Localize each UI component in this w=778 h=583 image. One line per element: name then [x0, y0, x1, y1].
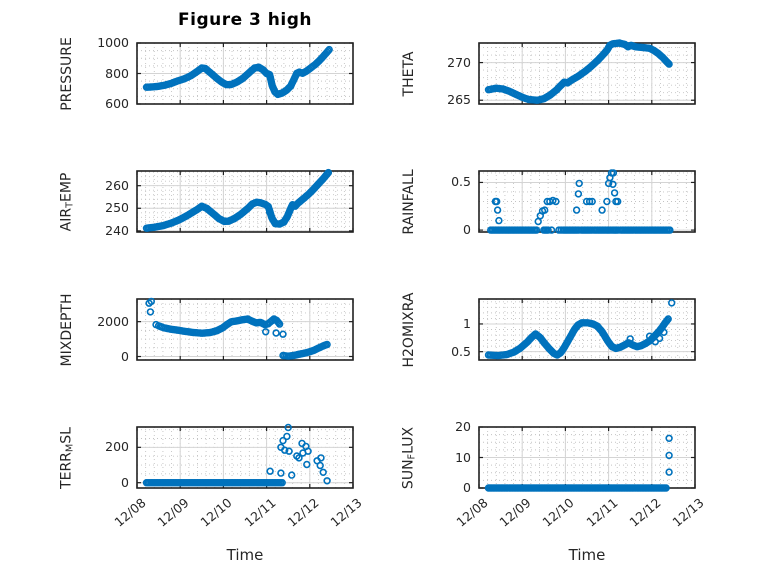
y-tick-label: 10 — [455, 449, 471, 465]
minor-grid — [136, 427, 354, 488]
y-tick-label: 2000 — [97, 313, 129, 329]
y-tick-label: 0 — [121, 348, 129, 364]
data-markers — [484, 39, 673, 104]
data-markers — [486, 169, 674, 234]
y-axis-label-pressure: PRESSURE — [59, 36, 75, 111]
y-tick-label: 240 — [105, 222, 129, 238]
plot-canvas-mixdepth — [136, 297, 354, 361]
subplot-air-temp: 240 250 260 AIRTEMP — [58, 168, 354, 238]
axes-frame — [136, 42, 354, 105]
plot-canvas-terr_msl — [136, 423, 354, 489]
axes-frame — [136, 426, 354, 489]
y-axis-label-theta: THETA — [401, 51, 417, 96]
data-markers — [484, 434, 673, 492]
y-axis-label-terr_msl: TERRMSL — [58, 426, 76, 489]
y-tick-label: 1 — [463, 315, 471, 331]
data-markers — [142, 45, 333, 99]
plot-canvas-h2omixra — [478, 298, 696, 361]
subplot-mixdepth: 0 2000 MIXDEPTH — [59, 293, 354, 366]
y-axis-label-sun_flux: SUNFLUX — [400, 426, 418, 489]
plot-canvas-rainfall — [478, 169, 696, 234]
y-tick-label: 270 — [447, 54, 471, 70]
data-markers — [484, 299, 676, 360]
axes-frame — [136, 298, 354, 361]
y-tick-label: 260 — [105, 177, 129, 193]
subplot-h2omixra: 0.5 1 H2OMIXRA — [401, 292, 696, 367]
y-tick-label: 0 — [463, 222, 471, 238]
y-tick-label: 0.5 — [451, 174, 471, 190]
y-tick-label: 800 — [105, 65, 129, 81]
data-markers — [142, 168, 333, 232]
y-axis-label-air_temp: AIRTEMP — [58, 172, 76, 231]
subplot-rainfall: 0 0.5 RAINFALL — [401, 169, 696, 237]
y-axis-label-mixdepth: MIXDEPTH — [59, 293, 75, 366]
plot-canvas-pressure — [136, 42, 354, 105]
major-grid — [136, 427, 354, 488]
data-markers — [142, 423, 331, 487]
y-tick-label: 0 — [121, 474, 129, 490]
major-grid — [478, 426, 696, 489]
axes-frame — [478, 298, 696, 361]
plot-canvas-air_temp — [136, 168, 354, 233]
y-tick-label: 265 — [447, 92, 471, 108]
y-axis-label-rainfall: RAINFALL — [401, 168, 417, 235]
plot-canvas-theta — [478, 39, 696, 105]
y-tick-label: 600 — [105, 96, 129, 111]
x-axis-label-right: Time — [568, 546, 606, 564]
y-tick-label: 20 — [455, 419, 471, 434]
subplot-pressure: 600 800 1000 PRESSURE — [59, 35, 354, 111]
y-tick-label: 250 — [105, 200, 129, 216]
y-tick-label: 0.5 — [451, 343, 471, 359]
data-markers — [145, 297, 331, 360]
subplot-sun-flux: 0 10 20 SUNFLUX 12/08 12/09 12/10 12/11 12/12 12/… — [400, 419, 706, 530]
x-axis-label-left: Time — [226, 546, 264, 564]
subplot-terr-msl: 0 200 TERRMSL 12/08 12/09 12/10 12/11 12/12 12/1… — [58, 423, 365, 530]
plot-canvas-sun_flux — [478, 426, 696, 492]
axes-frame — [136, 170, 354, 233]
subplot-theta: 265 270 THETA — [401, 39, 696, 107]
figure-title: Figure 3 high — [178, 10, 312, 30]
y-axis-label-h2omixra: H2OMIXRA — [401, 292, 417, 367]
y-tick-label: 1000 — [97, 35, 129, 50]
y-tick-label: 200 — [105, 439, 129, 455]
y-tick-label: 0 — [463, 480, 471, 495]
